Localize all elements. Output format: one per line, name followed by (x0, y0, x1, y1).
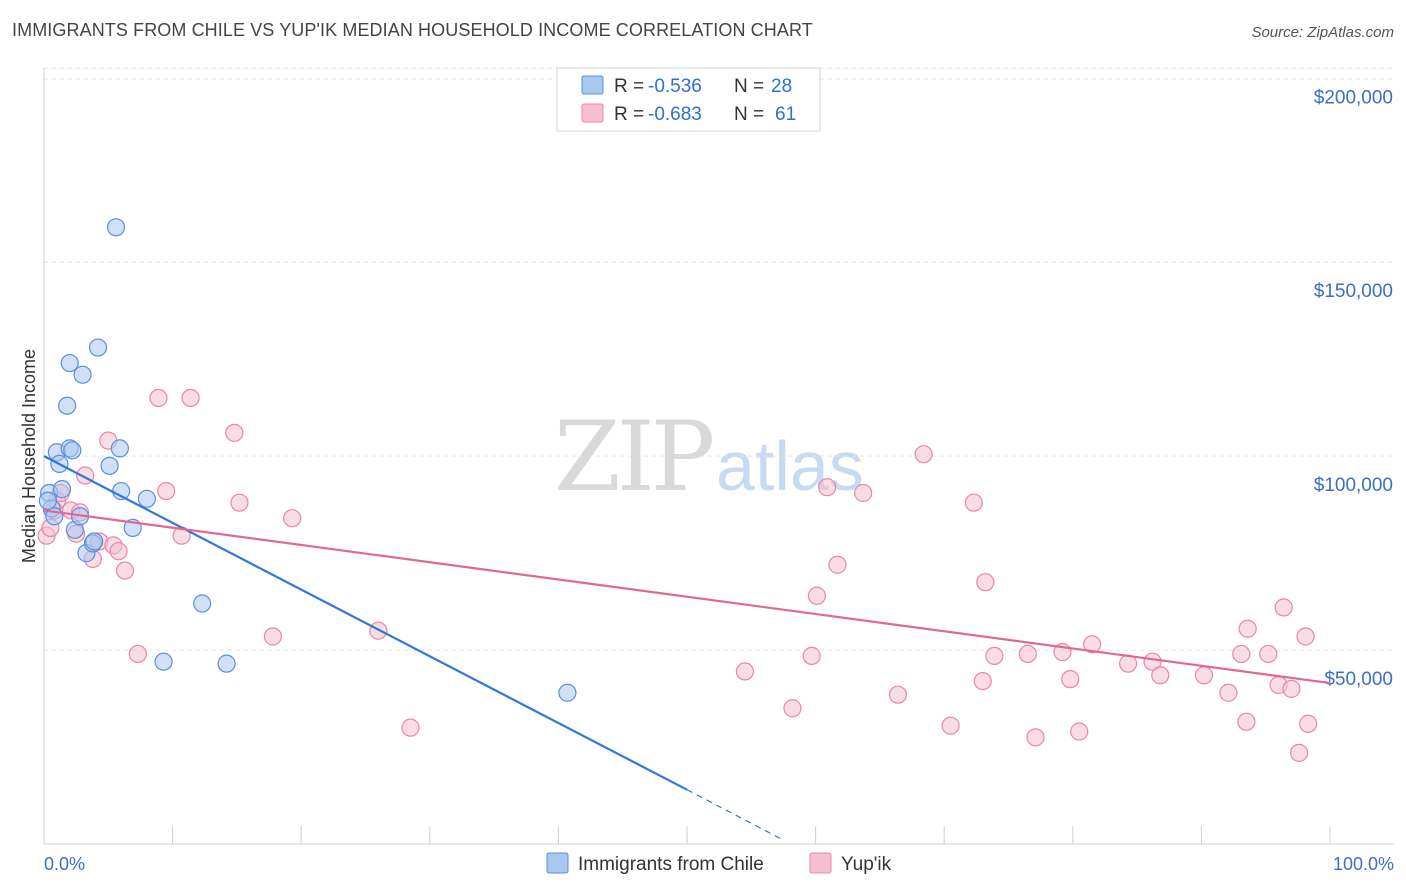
yupik-trend-line (43, 509, 1331, 685)
yupik-point (1018, 644, 1037, 664)
x-tick-label-max: 100.0% (1333, 854, 1394, 874)
legend-n-label: N = (734, 104, 764, 125)
chile-point (154, 652, 173, 671)
yupik-point (854, 483, 873, 503)
yupik-point (1259, 644, 1278, 664)
yupik-point (1194, 666, 1214, 685)
chile-point (558, 683, 577, 702)
chile-point (110, 439, 129, 458)
yupik-point (735, 662, 754, 681)
yupik-point (149, 388, 168, 408)
yupik-point (1238, 619, 1257, 638)
chile-point (58, 396, 77, 415)
yupik-point (964, 493, 983, 512)
legend-n-value: 61 (775, 104, 796, 125)
yupik-point (1237, 712, 1256, 731)
chile-point (73, 365, 92, 384)
yupik-point (914, 445, 933, 464)
yupik-point (1026, 728, 1045, 747)
chile-point (52, 480, 72, 499)
legend-swatch-chile (581, 75, 604, 95)
legend-r-label: R = (614, 104, 644, 125)
yupik-point (230, 493, 249, 512)
legend-swatch-yupik (581, 103, 604, 123)
yupik-point (941, 716, 960, 735)
watermark-zip: ZIP (554, 401, 713, 513)
watermark-atlas: atlas (716, 427, 864, 505)
yupik-point (181, 388, 200, 408)
yupik-point (401, 718, 420, 737)
chile-point (217, 654, 236, 673)
chile-trend-extension (686, 789, 784, 841)
chile-point (38, 491, 57, 510)
yupik-point (1061, 670, 1080, 689)
chile-points (38, 218, 577, 702)
chile-point (85, 532, 104, 551)
correlation-legend: R = -0.536 N = 28 R = -0.683 N = 61 (556, 67, 821, 132)
legend-n-label: N = (734, 76, 764, 97)
yupik-point (1219, 683, 1238, 702)
chile-point (193, 594, 212, 613)
series-legend-swatch-chile (546, 852, 569, 874)
y-tick-label: $100,000 (1314, 475, 1393, 496)
yupik-point (109, 542, 128, 561)
yupik-point (818, 478, 837, 497)
yupik-point (976, 573, 995, 592)
yupik-point (1232, 644, 1251, 664)
chile-point (88, 338, 108, 357)
yupik-point (1296, 627, 1315, 646)
yupik-point (115, 561, 135, 580)
chile-point (60, 353, 79, 373)
y-tick-labels: $50,000 $100,000 $150,000 $200,000 (1314, 87, 1393, 690)
trend-lines (43, 455, 1331, 841)
yupik-point (263, 627, 283, 646)
y-tick-label: $50,000 (1324, 669, 1393, 690)
yupik-point (783, 699, 802, 718)
chile-trend-line (43, 455, 688, 791)
yupik-point (1282, 679, 1301, 698)
x-tick-label-min: 0.0% (44, 854, 85, 874)
gridlines (44, 67, 1394, 651)
series-legend-swatch-yupik (809, 852, 832, 874)
yupik-point (985, 646, 1004, 665)
yupik-point (1290, 743, 1309, 762)
chile-point (63, 441, 82, 460)
watermark: ZIP atlas (554, 401, 864, 513)
yupik-point (828, 555, 847, 574)
chart-source: Source: ZipAtlas.com (1251, 24, 1394, 41)
yupik-point (157, 481, 176, 501)
y-axis-label: Median Household Income (19, 349, 39, 563)
yupik-point (1299, 714, 1318, 733)
legend-r-value: -0.683 (648, 104, 702, 125)
series-legend-label-chile: Immigrants from Chile (578, 854, 764, 875)
legend-n-value: 28 (771, 76, 792, 97)
yupik-point (1151, 666, 1170, 685)
yupik-point (225, 423, 244, 442)
y-tick-label: $150,000 (1314, 281, 1393, 302)
y-tick-label: $200,000 (1314, 87, 1393, 108)
legend-r-label: R = (614, 76, 644, 97)
series-legend-label-yupik: Yup'ik (841, 854, 892, 875)
yupik-point (1082, 635, 1102, 654)
legend-r-value: -0.536 (648, 76, 702, 97)
series-legend: Immigrants from Chile Yup'ik (546, 852, 892, 875)
chile-point (100, 456, 119, 475)
chile-point (137, 489, 156, 508)
yupik-point (973, 671, 992, 691)
chile-point (106, 218, 126, 237)
yupik-point (888, 685, 908, 704)
yupik-point (283, 509, 302, 528)
chart-title: IMMIGRANTS FROM CHILE VS YUP'IK MEDIAN H… (12, 20, 813, 40)
yupik-point (1143, 652, 1162, 671)
yupik-point (802, 646, 821, 665)
yupik-point (1070, 722, 1089, 741)
yupik-point (128, 644, 147, 664)
yupik-point (1274, 598, 1293, 617)
x-ticks (172, 826, 1331, 844)
yupik-point (807, 586, 826, 605)
